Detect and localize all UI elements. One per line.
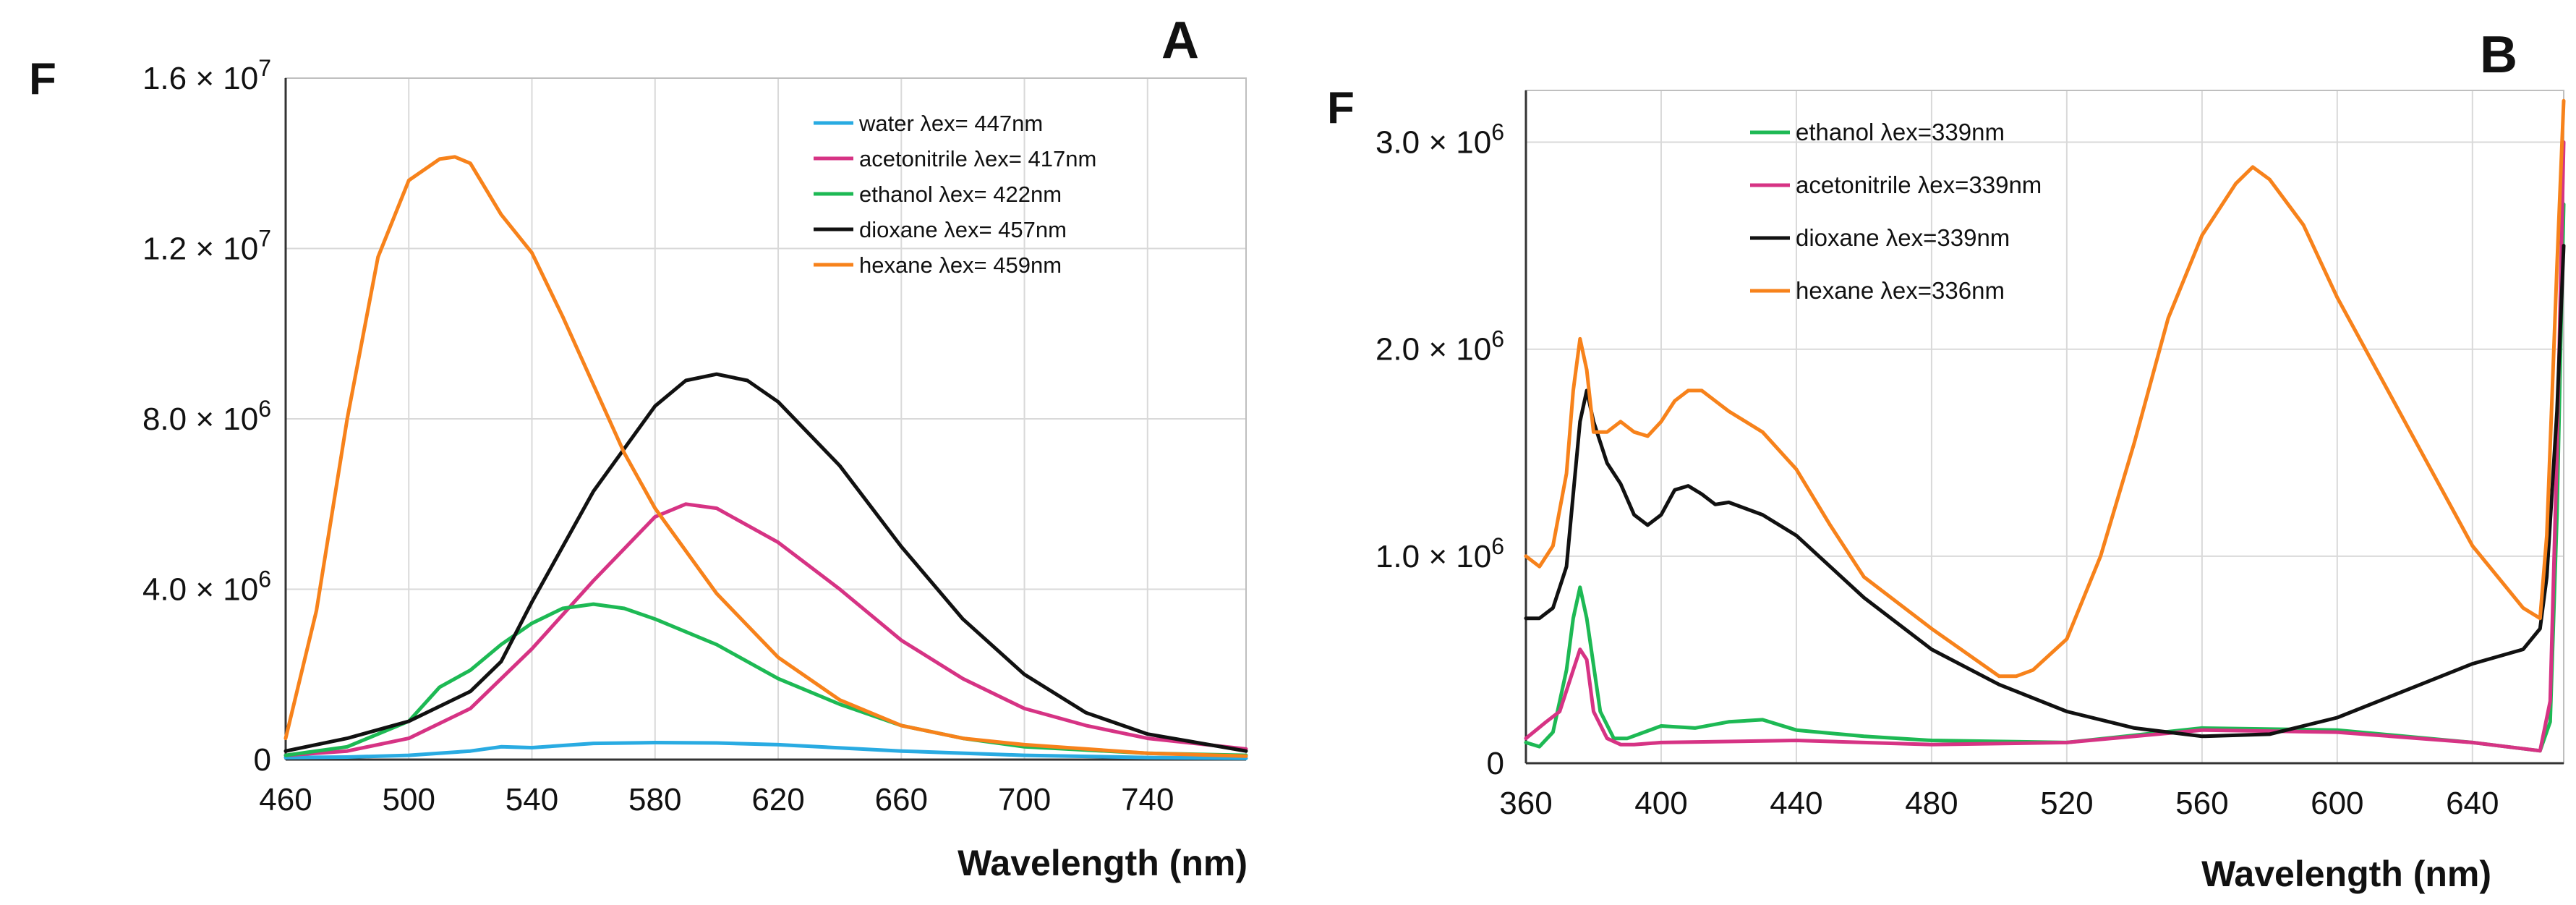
y-tick-mantissa: 4.0 × 10: [142, 572, 258, 608]
y-tick-mantissa: 8.0 × 10: [142, 401, 258, 437]
y-tick-label: 2.0 × 106: [1376, 326, 1504, 367]
legend-label: dioxane λex=339nm: [1796, 224, 2010, 251]
series-line: [1524, 244, 2566, 739]
x-tick-label: 440: [1770, 786, 1822, 821]
x-tick-label: 700: [998, 782, 1051, 817]
legend-label: water λex= 447nm: [858, 111, 1043, 136]
series-line: [283, 372, 1248, 753]
y-tick-mantissa: 0: [254, 742, 271, 778]
y-tick-mantissa: 1.2 × 10: [142, 231, 258, 267]
y-tick-label: 0: [1487, 746, 1504, 781]
panel-a-label: A: [1161, 12, 1199, 69]
y-tick-mantissa: 3.0 × 10: [1376, 125, 1491, 161]
x-tick-label: 360: [1499, 786, 1552, 821]
panel-b-series: [1524, 98, 2566, 753]
y-tick-exponent: 6: [258, 566, 271, 592]
x-tick-label: 460: [259, 782, 312, 817]
y-tick-exponent: 7: [258, 55, 271, 81]
y-tick-label: 0: [254, 742, 271, 778]
x-tick-label: 740: [1121, 782, 1174, 817]
panel-b-legend: ethanol λex=339nm acetonitrile λex=339nm d…: [1750, 119, 2042, 304]
legend-label: hexane λex= 459nm: [859, 252, 1062, 278]
x-tick-label: 540: [506, 782, 558, 817]
x-tick-label: 500: [383, 782, 435, 817]
series-line: [283, 155, 1248, 758]
x-tick-label: 640: [2446, 786, 2499, 821]
panel-b-axes: [1524, 90, 2564, 765]
legend-label: ethanol λex= 422nm: [859, 182, 1062, 207]
y-tick-mantissa: 1.6 × 10: [142, 61, 258, 96]
panel-b-x-ticks: 360 400 440 480 520 560 600 640: [1499, 786, 2499, 821]
y-tick-label: 4.0 × 106: [142, 566, 271, 608]
y-tick-label: 3.0 × 106: [1376, 119, 1504, 161]
series-line: [283, 741, 1248, 760]
x-tick-label: 660: [875, 782, 928, 817]
y-tick-label: 1.0 × 106: [1376, 533, 1504, 574]
panel-b-label: B: [2480, 26, 2517, 84]
series-line: [1524, 140, 2566, 753]
x-tick-label: 580: [628, 782, 681, 817]
legend-label: ethanol λex=339nm: [1796, 119, 2005, 145]
panel-a-x-ticks: 460 500 540 580 620 660 700 740: [259, 782, 1174, 817]
y-tick-exponent: 6: [1491, 533, 1504, 559]
legend-label: acetonitrile λex= 417nm: [859, 146, 1096, 171]
x-tick-label: 620: [751, 782, 804, 817]
panel-b-y-symbol: F: [1327, 83, 1355, 133]
y-tick-label: 1.6 × 107: [142, 55, 271, 96]
y-tick-label: 8.0 × 106: [142, 396, 271, 437]
x-tick-label: 400: [1634, 786, 1687, 821]
y-tick-exponent: 6: [1491, 119, 1504, 145]
x-tick-label: 520: [2040, 786, 2093, 821]
panel-a-legend: water λex= 447nm acetonitrile λex= 417nm e…: [814, 111, 1096, 278]
series-line: [1524, 98, 2566, 679]
y-tick-mantissa: 0: [1487, 746, 1504, 781]
legend-label: acetonitrile λex=339nm: [1796, 171, 2042, 198]
x-tick-label: 600: [2311, 786, 2363, 821]
x-tick-label: 560: [2175, 786, 2228, 821]
panel-a-axes: [284, 77, 1247, 761]
panel-a-y-symbol: F: [29, 54, 56, 104]
legend-label: dioxane λex= 457nm: [859, 217, 1067, 242]
y-tick-mantissa: 2.0 × 10: [1376, 332, 1491, 367]
y-tick-exponent: 7: [258, 226, 271, 252]
x-tick-label: 480: [1905, 786, 1958, 821]
legend-label: hexane λex=336nm: [1796, 277, 2005, 304]
panel-a-series: [283, 155, 1248, 760]
y-tick-exponent: 6: [258, 396, 271, 422]
y-tick-exponent: 6: [1491, 326, 1504, 352]
y-tick-mantissa: 1.0 × 10: [1376, 539, 1491, 574]
chart-panel-a: A F 460 500 540 580 620 660 700 740 04.0 × 1068…: [29, 12, 1248, 883]
panel-b-x-axis-label: Wavelength (nm): [2201, 854, 2491, 894]
panel-a-x-axis-label: Wavelength (nm): [958, 843, 1248, 883]
chart-panel-b: B F 360 400 440 480 520 560 600 640 01.0 × 1062…: [1327, 26, 2566, 894]
series-line: [283, 502, 1248, 757]
y-tick-label: 1.2 × 107: [142, 226, 271, 267]
